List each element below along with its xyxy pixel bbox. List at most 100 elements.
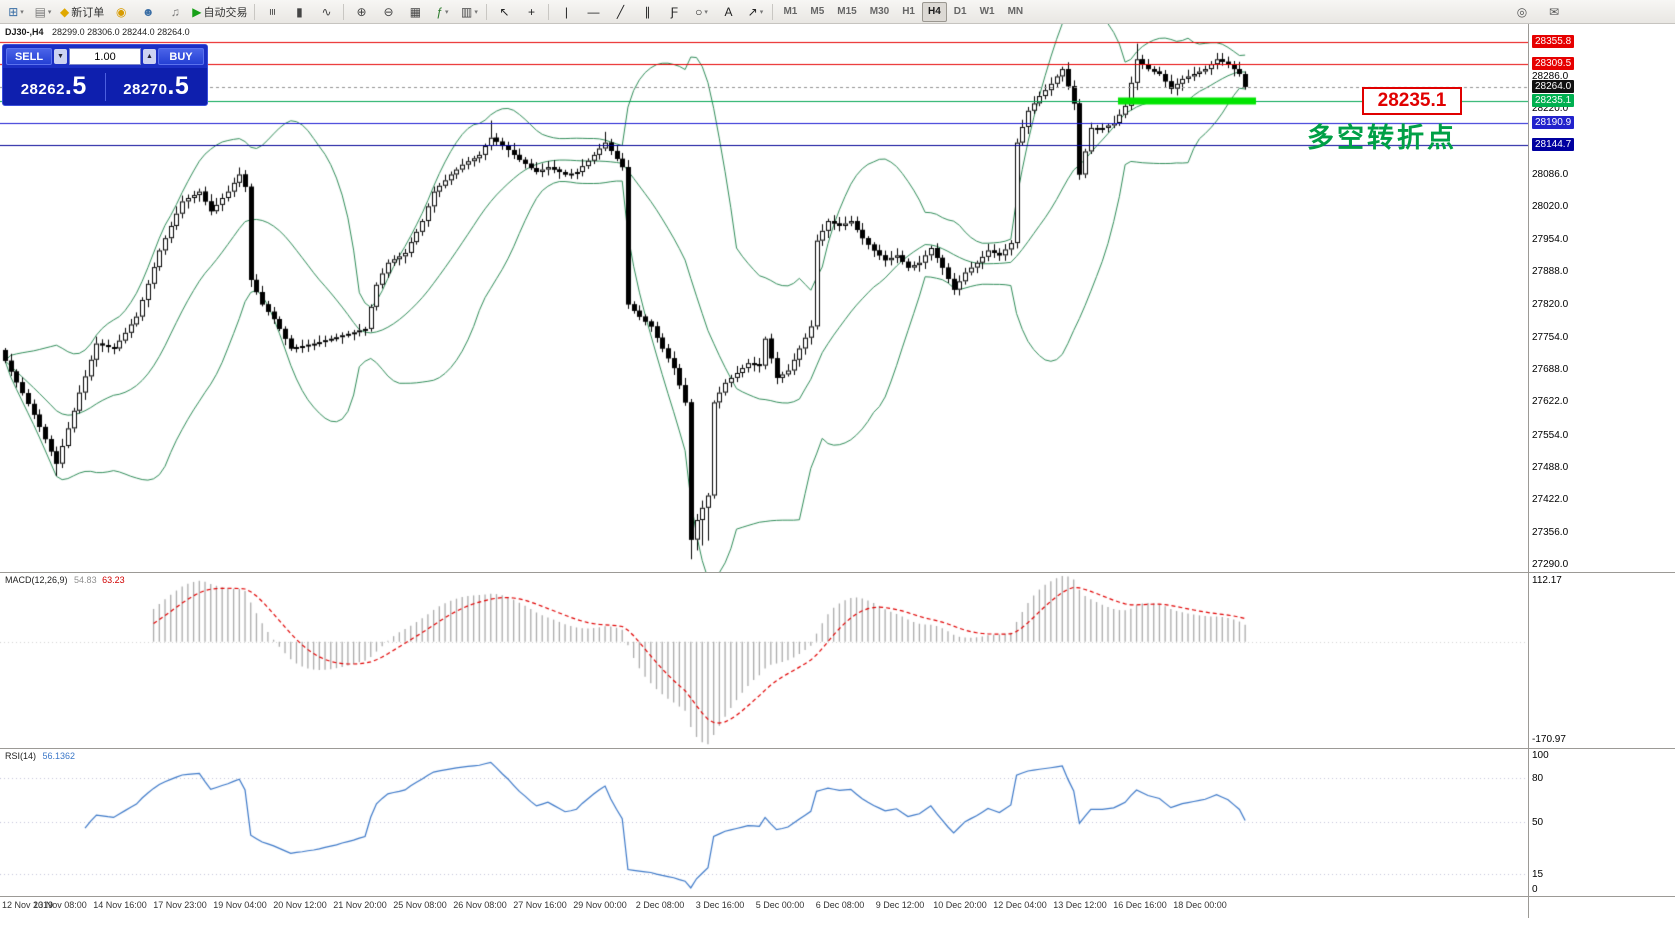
zoom-out-icon[interactable]: ⊖	[375, 1, 401, 23]
pane-splitter-1[interactable]	[0, 572, 1675, 573]
new-order-button-label: 新订单	[71, 6, 105, 19]
cursor-icon[interactable]: ↖	[491, 1, 517, 23]
timeframe-m15[interactable]: M15	[837, 5, 857, 17]
text-icon[interactable]: A	[715, 1, 741, 23]
macd-chart[interactable]	[0, 572, 1528, 748]
fibonacci-icon: Ƒ	[670, 4, 679, 19]
autotrading-button: ▶	[192, 4, 202, 19]
zoom-in-icon[interactable]: ⊕	[348, 1, 374, 23]
time-axis[interactable]: 12 Nov 2019 13 Nov 08:00 14 Nov 16:00 17 No…	[0, 896, 1675, 918]
timeframe-h4[interactable]: H4	[921, 1, 947, 22]
price-axis-label: 27688.0	[1532, 364, 1569, 376]
buy-price[interactable]: 28270.5	[106, 72, 208, 101]
arrows-icon[interactable]: ↗ ▾	[742, 1, 768, 23]
horizontal-line-icon[interactable]: —	[580, 1, 606, 23]
new-order-button: ◆	[60, 4, 70, 19]
rsi-indicator-label: RSI(14) 56.1362	[5, 751, 75, 761]
volume-up-button[interactable]: ▲	[143, 49, 156, 64]
volume-input[interactable]	[69, 48, 141, 65]
pane-splitter-2[interactable]	[0, 748, 1675, 749]
timeframe-m1[interactable]: M1	[783, 5, 798, 17]
dropdown-caret-icon: ▾	[20, 8, 24, 16]
time-axis-label: 26 Nov 08:00	[453, 900, 507, 910]
volume-down-button[interactable]: ▼	[54, 49, 67, 64]
new-chart-icon[interactable]: ⊞ ▾	[3, 1, 29, 23]
timeframe-m30[interactable]: M30	[869, 5, 890, 17]
time-axis-label: 6 Dec 08:00	[815, 900, 865, 910]
rsi-pane: RSI(14) 56.1362 100 80 50 15 0	[0, 748, 1675, 896]
crosshair-icon: +	[527, 4, 535, 19]
chat-icon: ✉	[1548, 4, 1560, 19]
fibonacci-icon[interactable]: Ƒ	[661, 1, 687, 23]
macd-indicator-label: MACD(12,26,9) 54.83 63.23	[5, 575, 125, 585]
toolbar-separator	[343, 3, 345, 20]
sound-icon[interactable]: ♫	[162, 1, 188, 23]
timeframe-w1[interactable]: W1	[979, 5, 995, 17]
candlestick-chart[interactable]	[0, 24, 1528, 572]
deposit-icon[interactable]: ◉	[108, 1, 134, 23]
price-axis-label: 28286.0	[1532, 70, 1569, 82]
trendline-icon: ╱	[616, 4, 625, 19]
candle-chart-icon[interactable]: ▮	[286, 1, 312, 23]
indicators-icon[interactable]: ƒ ▾	[429, 1, 455, 23]
periods-icon: ▥	[461, 4, 473, 19]
one-click-trade-panel: SELL ▼ ▲ BUY 28262.5 28270.5	[2, 44, 208, 106]
timeframe-h1[interactable]: H1	[902, 5, 915, 17]
tile-windows-icon[interactable]: ▦	[402, 1, 428, 23]
time-axis-label: 21 Nov 20:00	[333, 900, 387, 910]
price-axis-separator	[1528, 24, 1529, 918]
time-axis-label: 12 Nov 2019	[2, 900, 54, 910]
autotrading-button-label: 自动交易	[203, 6, 248, 19]
profiles-icon[interactable]: ▤ ▾	[30, 1, 56, 23]
profile-icon[interactable]: ☻	[135, 1, 161, 23]
shapes-icon[interactable]: ○ ▾	[688, 1, 714, 23]
deposit-icon: ◉	[115, 4, 127, 19]
zoom-out-icon: ⊖	[383, 4, 394, 19]
bar-chart-icon[interactable]: ≡	[259, 1, 285, 23]
price-axis-label: 27554.0	[1532, 429, 1569, 441]
line-chart-icon[interactable]: ∿	[313, 1, 339, 23]
timeframe-mn[interactable]: MN	[1007, 5, 1024, 17]
buy-button[interactable]: BUY	[158, 48, 204, 65]
periods-icon[interactable]: ▥ ▾	[456, 1, 482, 23]
bar-chart-icon: ≡	[265, 7, 280, 16]
price-axis-label: 27422.0	[1532, 494, 1569, 506]
turning-point-annotation[interactable]: 多空转折点	[1307, 123, 1457, 153]
time-axis-label: 14 Nov 16:00	[93, 900, 147, 910]
search-icon[interactable]: ◎	[1509, 1, 1535, 23]
channel-icon: ∥	[644, 4, 651, 19]
symbol-ohlc-readout: DJ30-,H4 28299.0 28306.0 28244.0 28264.0	[5, 27, 190, 37]
price-axis-label: 27754.0	[1532, 331, 1569, 343]
chat-icon[interactable]: ✉	[1541, 1, 1567, 23]
timeframe-m5[interactable]: M5	[810, 5, 825, 17]
time-axis-label: 17 Nov 23:00	[153, 900, 207, 910]
rsi-chart[interactable]	[0, 748, 1528, 896]
dropdown-caret-icon: ▾	[445, 8, 449, 16]
sell-price[interactable]: 28262.5	[3, 72, 105, 101]
price-axis-label: 27290.0	[1532, 559, 1569, 571]
main-chart-pane: DJ30-,H4 28299.0 28306.0 28244.0 28264.0…	[0, 24, 1675, 572]
sell-price-pip: .5	[64, 72, 87, 100]
vertical-line-icon[interactable]: |	[553, 1, 579, 23]
price-divider	[104, 72, 106, 101]
sell-button[interactable]: SELL	[6, 48, 52, 65]
rsi-axis-label: 0	[1532, 884, 1538, 895]
level-price-label: 28355.8	[1532, 34, 1575, 48]
bid-price-label: 28264.0	[1532, 79, 1575, 93]
price-level-callout[interactable]: 28235.1	[1362, 87, 1462, 115]
line-chart-icon: ∿	[321, 4, 332, 19]
macd-main-value: 54.83	[74, 575, 97, 585]
shapes-icon: ○	[695, 4, 703, 19]
crosshair-icon[interactable]: +	[518, 1, 544, 23]
channel-icon[interactable]: ∥	[634, 1, 660, 23]
price-axis-label: 28220.0	[1532, 103, 1569, 115]
autotrading-button[interactable]: ▶ 自动交易	[189, 1, 250, 23]
time-axis-label: 2 Dec 08:00	[635, 900, 685, 910]
new-order-button[interactable]: ◆ 新订单	[57, 1, 107, 23]
trendline-icon[interactable]: ╱	[607, 1, 633, 23]
price-axis-label: 27888.0	[1532, 266, 1569, 278]
sound-icon: ♫	[170, 4, 180, 19]
timeframe-d1[interactable]: D1	[953, 5, 967, 17]
macd-axis-min: -170.97	[1532, 734, 1566, 745]
sell-price-main: 28262	[20, 81, 65, 98]
